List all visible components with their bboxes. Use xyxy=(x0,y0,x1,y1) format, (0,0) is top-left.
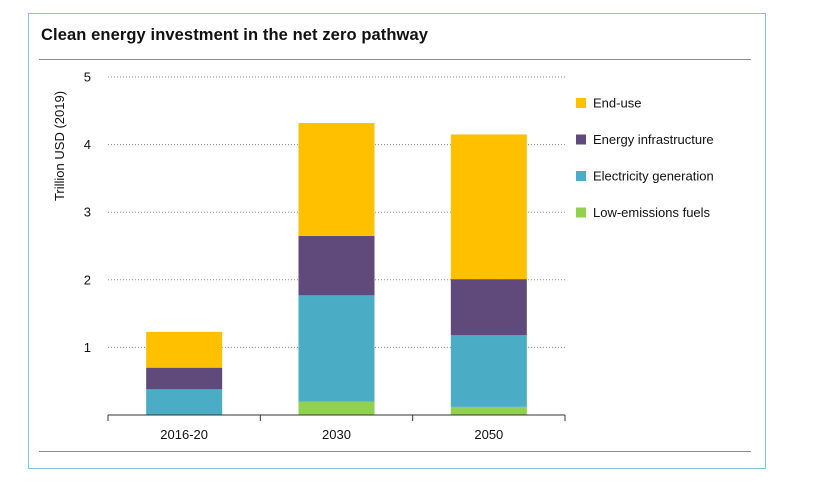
bar-2030-low-emissions-fuels xyxy=(298,401,375,415)
bar-2030-end-use xyxy=(298,122,375,236)
bar-2030-energy-infrastructure xyxy=(298,235,375,296)
bars xyxy=(146,122,527,415)
y-tick-label-5: 5 xyxy=(84,70,91,85)
y-tick-label-2: 2 xyxy=(84,272,91,287)
y-tick-labels: 1 2 3 4 5 xyxy=(84,70,91,355)
legend-label-end-use: End-use xyxy=(593,96,641,111)
legend-swatch-energy-infrastructure xyxy=(576,134,586,145)
bar-2030-electricity-generation xyxy=(298,295,375,402)
bar-2016-20-electricity-generation xyxy=(146,389,223,415)
y-tick-label-3: 3 xyxy=(84,205,91,220)
bar-2050-electricity-generation xyxy=(450,335,527,407)
legend-label-low-emissions-fuels: Low-emissions fuels xyxy=(593,205,711,220)
axes xyxy=(107,414,566,421)
legend-swatch-low-emissions-fuels xyxy=(576,207,586,218)
bar-2016-20-end-use xyxy=(146,331,223,368)
legend: End-use Energy infrastructure Electricity … xyxy=(576,96,714,220)
bar-2050-energy-infrastructure xyxy=(450,279,527,336)
bar-2050-end-use xyxy=(450,134,527,280)
y-tick-label-1: 1 xyxy=(84,340,91,355)
legend-swatch-electricity-generation xyxy=(576,171,586,181)
y-axis-title: Trillion USD (2019) xyxy=(52,91,67,201)
title-divider xyxy=(39,59,751,60)
y-tick-label-4: 4 xyxy=(84,137,91,152)
x-tick-labels: 2016-20 2030 2050 xyxy=(160,427,503,442)
bottom-divider xyxy=(39,451,751,452)
x-tick-label-2030: 2030 xyxy=(322,427,351,442)
legend-swatch-end-use xyxy=(576,98,586,108)
bar-2050-low-emissions-fuels xyxy=(450,406,527,415)
chart-title: Clean energy investment in the net zero … xyxy=(41,26,429,44)
x-tick-label-2050: 2050 xyxy=(474,427,503,442)
legend-label-electricity-generation: Electricity generation xyxy=(593,169,714,184)
legend-label-energy-infrastructure: Energy infrastructure xyxy=(593,132,714,147)
x-tick-label-2016-20: 2016-20 xyxy=(160,427,208,442)
bar-2016-20-energy-infrastructure xyxy=(146,367,223,390)
